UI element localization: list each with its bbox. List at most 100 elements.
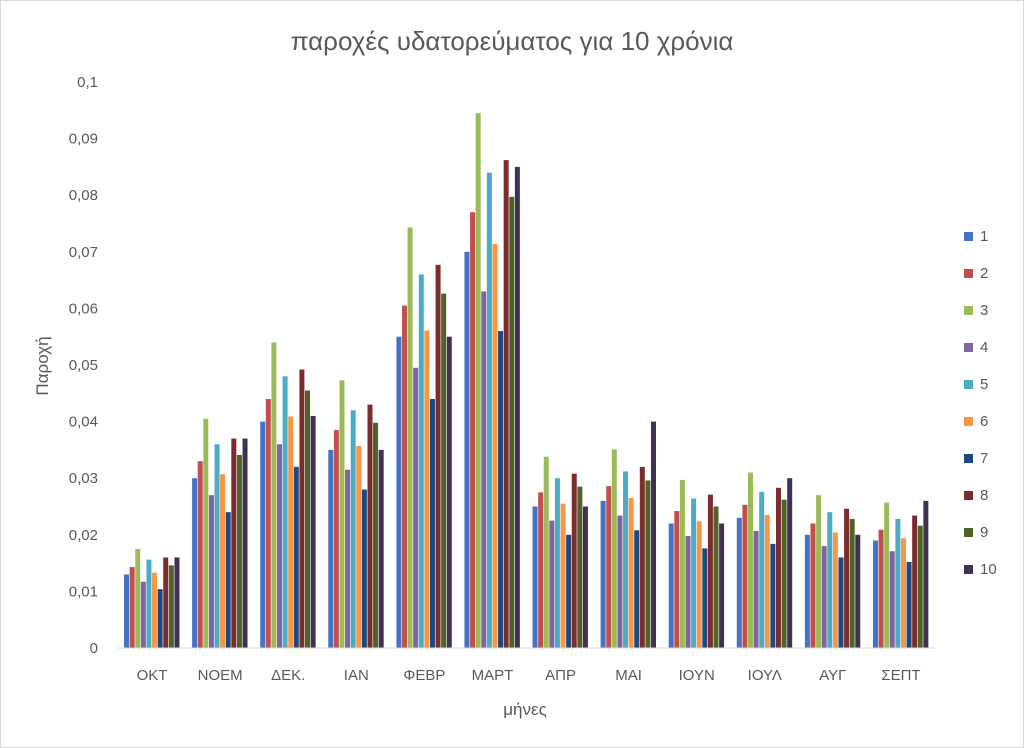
bar — [407, 227, 413, 648]
x-tick-label: ΑΠΡ — [545, 667, 576, 684]
bar — [781, 499, 787, 648]
bar — [135, 548, 141, 648]
bar — [265, 398, 271, 648]
y-tick-label: 0,02 — [69, 527, 98, 544]
bar — [288, 416, 294, 648]
bar — [124, 574, 130, 648]
bar — [129, 567, 135, 648]
y-tick-label: 0,1 — [77, 74, 98, 91]
y-axis-label: Παροχή — [33, 336, 52, 395]
bar — [168, 565, 174, 648]
legend-label: 9 — [980, 524, 988, 541]
bar — [775, 487, 781, 648]
bar — [736, 517, 742, 648]
bar — [282, 376, 288, 648]
legend-label: 1 — [980, 228, 988, 245]
bar — [651, 421, 657, 648]
legend-swatch — [964, 269, 973, 278]
bar — [838, 557, 844, 648]
bar — [481, 291, 487, 648]
bar — [560, 503, 566, 648]
bar — [538, 492, 544, 648]
legend-label: 3 — [980, 302, 988, 319]
bar — [549, 520, 555, 648]
bar — [691, 498, 697, 648]
bar — [413, 367, 419, 648]
bar — [821, 546, 827, 648]
bar — [446, 336, 452, 648]
x-tick-label: ΑΥΓ — [819, 667, 846, 684]
bar — [923, 500, 929, 648]
bar — [277, 444, 283, 648]
bar — [242, 438, 248, 648]
bar — [674, 511, 680, 648]
bar — [350, 410, 356, 648]
legend-label: 5 — [980, 376, 988, 393]
bar — [345, 469, 351, 648]
bar — [600, 500, 606, 648]
legend-swatch — [964, 380, 973, 389]
bar — [435, 264, 441, 648]
y-tick-label: 0,03 — [69, 470, 98, 487]
y-tick-label: 0,07 — [69, 244, 98, 261]
bar — [628, 498, 634, 648]
chart-title: παροχές υδατορεύματος για 10 χρόνια — [291, 26, 734, 56]
bar — [645, 480, 651, 648]
bar — [174, 557, 180, 648]
bar — [486, 172, 492, 648]
bar — [577, 486, 583, 648]
x-tick-label: ΝΟΕΜ — [198, 667, 243, 684]
bar — [203, 418, 209, 648]
bar — [396, 336, 402, 648]
bar — [157, 589, 163, 648]
bar — [707, 494, 713, 648]
legend-label: 7 — [980, 450, 988, 467]
bar — [566, 534, 572, 648]
bar — [424, 330, 430, 648]
y-tick-label: 0,08 — [69, 187, 98, 204]
bar — [418, 274, 424, 648]
x-tick-label: ΔΕΚ. — [271, 667, 305, 684]
bar — [532, 506, 538, 648]
bar — [623, 471, 629, 648]
y-axis-ticks: 0 0,01 0,02 0,03 0,04 0,05 0,06 0,07 0,08 0,09 0,1 — [69, 74, 98, 657]
bar — [872, 540, 878, 648]
bar — [764, 514, 770, 648]
bar — [770, 543, 776, 648]
bar — [470, 212, 476, 648]
legend-swatch — [964, 454, 973, 463]
bar — [832, 532, 838, 648]
bar — [906, 561, 912, 648]
bar — [498, 331, 504, 648]
bar — [747, 472, 753, 648]
x-axis-label: μήνες — [503, 700, 547, 719]
legend-swatch — [964, 232, 973, 241]
bar — [271, 342, 277, 648]
bar — [912, 515, 918, 648]
bar — [293, 466, 299, 648]
bar — [827, 512, 833, 648]
y-tick-label: 0 — [90, 640, 98, 657]
bar — [163, 557, 169, 648]
legend-swatch — [964, 417, 973, 426]
bar — [582, 506, 588, 648]
bar — [475, 113, 481, 648]
bar — [611, 449, 617, 648]
bar — [884, 502, 890, 648]
bar — [367, 404, 373, 648]
x-tick-label: ΙΟΥΝ — [679, 667, 715, 684]
x-tick-label: ΙΑΝ — [344, 667, 369, 684]
bar — [685, 535, 691, 648]
bar — [441, 293, 447, 648]
bar — [378, 449, 384, 648]
x-tick-label: ΣΕΠΤ — [881, 667, 920, 684]
bar — [464, 251, 470, 649]
bar — [225, 512, 231, 648]
bar — [668, 523, 674, 648]
bar — [844, 508, 850, 648]
bar — [759, 491, 765, 648]
legend-label: 10 — [980, 561, 997, 578]
legend-label: 6 — [980, 413, 988, 430]
bar — [220, 474, 226, 648]
